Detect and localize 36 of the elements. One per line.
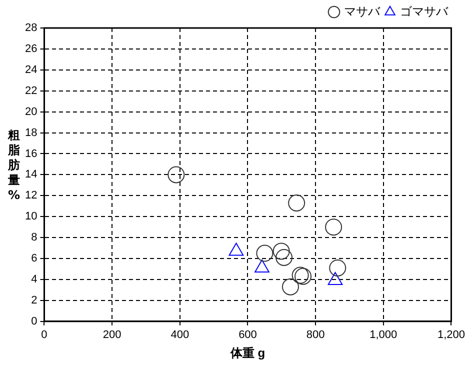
x-axis-title: 体重 g [229, 346, 266, 360]
x-tick-label: 800 [306, 329, 325, 342]
y-tick-label: 4 [31, 274, 38, 286]
y-tick-label: 24 [24, 64, 38, 76]
y-tick-label: 16 [24, 148, 38, 160]
x-tick-label: 0 [41, 329, 48, 342]
point [272, 242, 290, 260]
point [325, 218, 342, 236]
point [294, 268, 312, 285]
y-tick-label: 14 [24, 168, 38, 181]
legend-label: ゴマサバ [400, 4, 449, 18]
y-tick-label: 26 [24, 42, 38, 55]
y-tick-label: 22 [24, 84, 38, 97]
y-tick-label: 12 [24, 190, 38, 202]
x-tick-label: 600 [238, 329, 257, 342]
y-tick-label: 6 [31, 252, 38, 265]
y-tick-label: 10 [24, 210, 38, 223]
point [276, 248, 293, 266]
point [292, 266, 309, 284]
y-tick-label: 2 [31, 294, 38, 306]
y-tick-label: 18 [24, 126, 38, 139]
y-tick-label: 20 [24, 106, 38, 118]
x-tick-label: 400 [170, 329, 190, 342]
y-tick-label: 8 [31, 232, 38, 244]
x-tick-label: 1,200 [437, 329, 465, 342]
x-tick-label: 200 [102, 329, 122, 342]
point [256, 244, 274, 262]
point [168, 166, 185, 184]
y-axis-title: 粗脂肪量% [6, 128, 22, 203]
y-tick-label: 28 [24, 22, 38, 34]
y-tick-label: 0 [31, 315, 38, 328]
point [282, 278, 299, 296]
point [329, 259, 346, 276]
legend-label: マサバ [344, 4, 381, 18]
point [288, 194, 306, 212]
x-tick-label: 1,000 [370, 329, 398, 342]
